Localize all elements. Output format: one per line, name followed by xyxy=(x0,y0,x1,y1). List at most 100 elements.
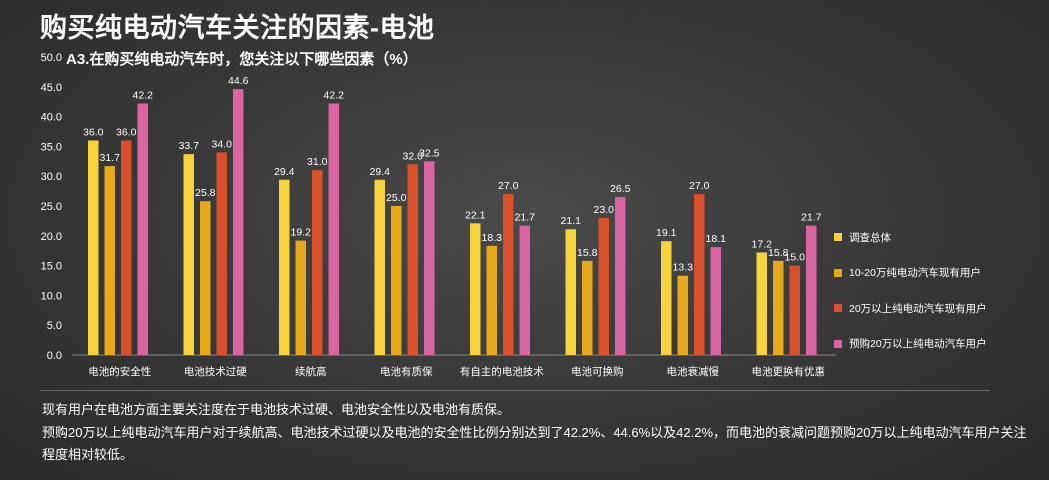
legend-swatch-icon xyxy=(834,268,842,277)
data-label: 27.0 xyxy=(498,180,519,192)
bar xyxy=(328,103,339,355)
data-label: 29.4 xyxy=(274,166,295,178)
data-label: 31.7 xyxy=(100,152,121,164)
bar xyxy=(233,89,244,356)
legend-item: 10-20万纯电动汽车现有用户 xyxy=(834,262,1034,284)
x-tick-label: 电池更换有优惠 xyxy=(752,365,826,378)
bar xyxy=(565,229,576,355)
legend-item: 20万以上纯电动汽车现有用户 xyxy=(834,297,1034,319)
x-tick-label: 续航高 xyxy=(295,365,327,378)
bar xyxy=(121,140,132,355)
y-tick-label: 0.0 xyxy=(47,350,62,362)
bar xyxy=(789,265,800,355)
x-tick-label: 电池可换购 xyxy=(571,365,624,378)
bar xyxy=(615,197,626,355)
note-line: 现有用户在电池方面主要关注度在于电池技术过硬、电池安全性以及电池有质保。 xyxy=(42,402,511,417)
y-tick-label: 15.0 xyxy=(41,261,62,273)
divider xyxy=(40,390,990,391)
bar xyxy=(486,245,497,355)
bar xyxy=(470,223,481,355)
data-label: 42.2 xyxy=(324,89,345,101)
bar xyxy=(312,170,323,355)
y-tick-label: 45.0 xyxy=(41,82,62,94)
bar xyxy=(279,179,290,355)
data-label: 23.0 xyxy=(594,204,615,216)
bar xyxy=(183,154,194,355)
bar xyxy=(503,194,514,355)
bar xyxy=(407,164,418,355)
bar xyxy=(661,241,672,355)
data-label: 32.0 xyxy=(403,150,424,162)
x-tick-label: 电池技术过硬 xyxy=(184,365,247,378)
y-tick-label: 30.0 xyxy=(41,171,62,183)
data-label: 17.2 xyxy=(752,238,773,250)
data-label: 15.8 xyxy=(768,247,789,259)
x-tick-label: 电池衰减慢 xyxy=(667,365,720,378)
data-label: 31.0 xyxy=(307,156,328,168)
data-label: 15.8 xyxy=(577,247,598,259)
page-title: 购买纯电动汽车关注的因素-电池 xyxy=(40,13,435,43)
data-label: 21.1 xyxy=(561,215,582,227)
y-tick-label: 50.0 xyxy=(41,52,62,64)
bar xyxy=(806,225,817,355)
data-label: 44.6 xyxy=(228,75,249,87)
legend-swatch-icon xyxy=(834,339,842,348)
bar xyxy=(137,103,148,355)
bar xyxy=(391,206,402,355)
x-tick-label: 电池有质保 xyxy=(380,365,433,378)
data-label: 22.1 xyxy=(465,209,486,221)
bar xyxy=(519,225,530,355)
legend-label: 10-20万纯电动汽车现有用户 xyxy=(849,267,981,279)
legend-label: 预购20万以上纯电动汽车用户 xyxy=(849,338,987,350)
bar xyxy=(710,247,721,355)
legend-label: 20万以上纯电动汽车现有用户 xyxy=(849,302,987,315)
chart-subtitle: A3.在购买纯电动汽车时，您关注以下哪些因素（%） xyxy=(66,51,418,68)
data-label: 25.0 xyxy=(386,192,407,204)
bar xyxy=(677,275,688,355)
data-label: 21.7 xyxy=(515,212,536,224)
x-tick-label: 有自主的电池技术 xyxy=(460,365,544,378)
legend-item: 预购20万以上纯电动汽车用户 xyxy=(834,333,1034,355)
data-label: 25.8 xyxy=(195,187,216,199)
bar xyxy=(773,260,784,355)
legend-label: 调查总体 xyxy=(849,231,891,244)
data-label: 32.5 xyxy=(419,147,440,159)
bar xyxy=(88,140,99,355)
bar xyxy=(582,260,593,355)
data-label: 36.0 xyxy=(116,126,137,138)
note-line: 预购20万以上纯电动汽车用户对于续航高、电池技术过硬以及电池的安全性比例分别达到… xyxy=(42,424,1027,463)
data-label: 21.7 xyxy=(801,212,822,224)
data-label: 34.0 xyxy=(212,138,233,150)
bar xyxy=(374,179,385,355)
y-tick-label: 35.0 xyxy=(41,141,62,153)
bar-chart: 0.0 5.0 10.0 15.0 20.0 25.0 30.0 35.0 40.0 45.0 50… xyxy=(41,52,836,378)
bar xyxy=(200,201,211,355)
y-tick-label: 5.0 xyxy=(47,320,62,332)
bar xyxy=(295,240,306,355)
data-label: 19.1 xyxy=(656,227,677,239)
y-tick-label: 25.0 xyxy=(41,201,62,213)
legend-swatch-icon xyxy=(834,304,842,312)
legend-item: 调查总体 xyxy=(834,226,1034,248)
data-label: 18.3 xyxy=(482,232,503,244)
analysis-notes: 现有用户在电池方面主要关注度在于电池技术过硬、电池安全性以及电池有质保。 预购2… xyxy=(42,399,1032,467)
data-label: 26.5 xyxy=(610,183,631,195)
y-tick-label: 10.0 xyxy=(41,290,62,302)
bar xyxy=(756,252,767,355)
bar xyxy=(424,161,435,355)
data-label: 29.4 xyxy=(370,166,391,178)
y-tick-label: 20.0 xyxy=(41,231,62,243)
data-label: 19.2 xyxy=(291,227,312,239)
data-label: 27.0 xyxy=(689,180,710,192)
bar xyxy=(104,166,115,355)
data-label: 33.7 xyxy=(179,140,200,152)
bar xyxy=(598,217,609,355)
legend-swatch-icon xyxy=(834,233,842,241)
data-label: 18.1 xyxy=(706,233,727,245)
chart-legend: 调查总体 10-20万纯电动汽车现有用户 20万以上纯电动汽车现有用户 预购20… xyxy=(834,226,1034,368)
data-label: 13.3 xyxy=(673,262,694,274)
y-tick-label: 40.0 xyxy=(41,112,62,124)
bar xyxy=(694,194,705,355)
bar xyxy=(216,152,227,355)
x-tick-label: 电池的安全性 xyxy=(88,365,151,378)
